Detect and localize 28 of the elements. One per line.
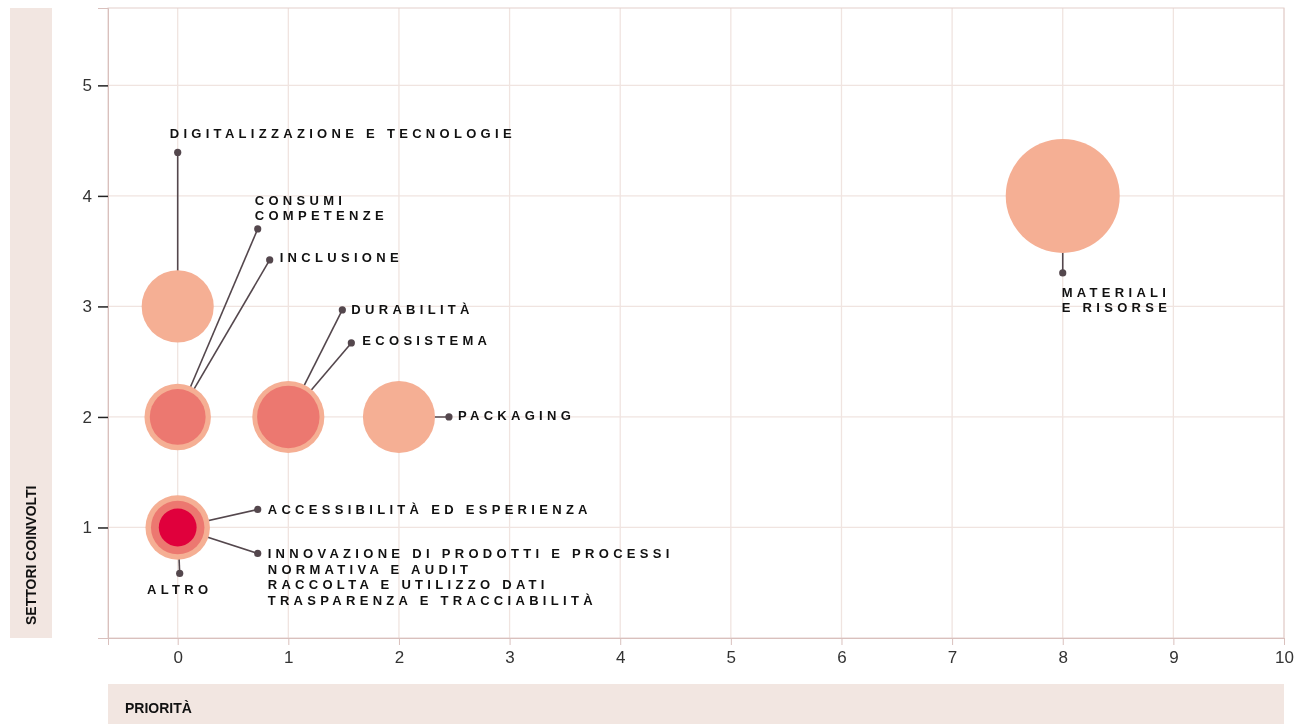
x-tick-label: 4 — [615, 648, 626, 668]
annotation: DIGITALIZZAZIONE E TECNOLOGIE — [169, 126, 516, 142]
y-tick-label: 4 — [82, 186, 92, 206]
x-tick-label: 9 — [1169, 648, 1179, 668]
y-tick-label: 1 — [82, 518, 92, 538]
annotation: CONSUMI COMPETENZE — [254, 192, 388, 224]
y-tick-label: 5 — [82, 76, 92, 96]
y-axis-title: SETTORI COINVOLTI — [23, 485, 39, 625]
x-tick-label: 1 — [284, 648, 294, 668]
annotation: INNOVAZIONE DI PRODOTTI E PROCESSI NORMATIVA E AUDIT RACCOLTA E UTILIZZO DATI TRASPARENZA E TRACCIABILITÀ — [267, 546, 674, 608]
x-tick-label: 7 — [947, 648, 958, 668]
annotation: ALTRO — [147, 582, 213, 598]
x-tick-label: 8 — [1058, 648, 1068, 668]
annotation: PACKAGING — [457, 407, 576, 423]
annotation: INCLUSIONE — [279, 249, 403, 265]
annotation: DURABILITÀ — [351, 301, 474, 317]
x-axis-title: PRIORITÀ — [125, 700, 192, 716]
x-tick-label: 3 — [505, 648, 515, 668]
annotation: ECOSISTEMA — [362, 332, 492, 348]
x-tick-label: 10 — [1275, 648, 1294, 668]
x-tick-label: 0 — [173, 648, 183, 668]
x-tick-label: 2 — [394, 648, 405, 668]
y-tick-label: 2 — [82, 407, 92, 427]
x-tick-label: 5 — [726, 648, 737, 668]
x-tick-label: 6 — [837, 648, 847, 668]
annotation: ACCESSIBILITÀ ED ESPERIENZA — [267, 502, 592, 518]
annotation: MATERIALI E RISORSE — [1061, 284, 1172, 316]
y-tick-label: 3 — [82, 297, 92, 317]
